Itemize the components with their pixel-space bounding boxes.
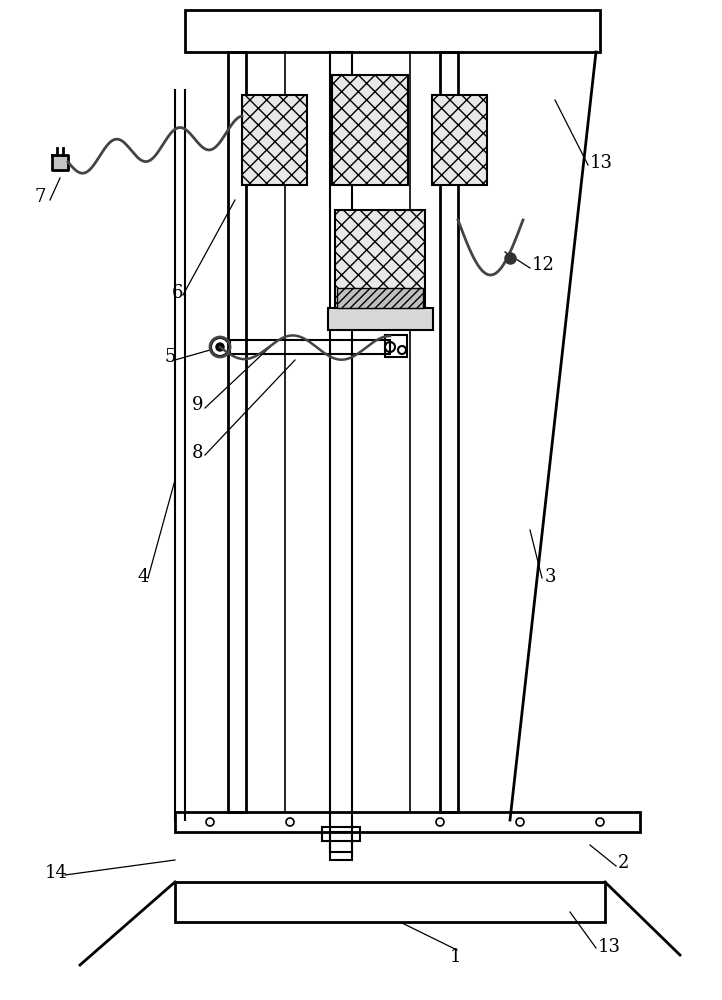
Bar	[175, 882, 605, 922]
Text: 14: 14	[45, 864, 68, 882]
Bar	[332, 75, 408, 185]
Text: 13: 13	[590, 154, 613, 172]
Text: 9: 9	[192, 396, 204, 414]
Bar	[328, 308, 433, 330]
Bar	[335, 210, 425, 310]
Bar	[175, 812, 640, 832]
Polygon shape	[52, 155, 68, 170]
Text: 6: 6	[172, 284, 183, 302]
Text: 1: 1	[450, 948, 461, 966]
Bar	[337, 288, 423, 308]
Text: 13: 13	[598, 938, 621, 956]
Text: 3: 3	[545, 568, 557, 586]
Text: 12: 12	[532, 256, 555, 274]
Bar	[322, 827, 360, 841]
Bar	[242, 95, 307, 185]
Text: 5: 5	[165, 348, 176, 366]
Bar	[230, 340, 390, 354]
Bar	[330, 52, 352, 852]
Bar	[330, 832, 352, 860]
Text: 4: 4	[138, 568, 149, 586]
Text: 7: 7	[35, 188, 46, 206]
Bar	[228, 52, 246, 812]
Bar	[185, 10, 600, 52]
Bar	[432, 95, 487, 185]
Text: 8: 8	[192, 444, 204, 462]
Bar	[440, 52, 458, 812]
Circle shape	[216, 343, 224, 351]
Text: 2: 2	[618, 854, 630, 872]
Bar	[385, 335, 407, 357]
